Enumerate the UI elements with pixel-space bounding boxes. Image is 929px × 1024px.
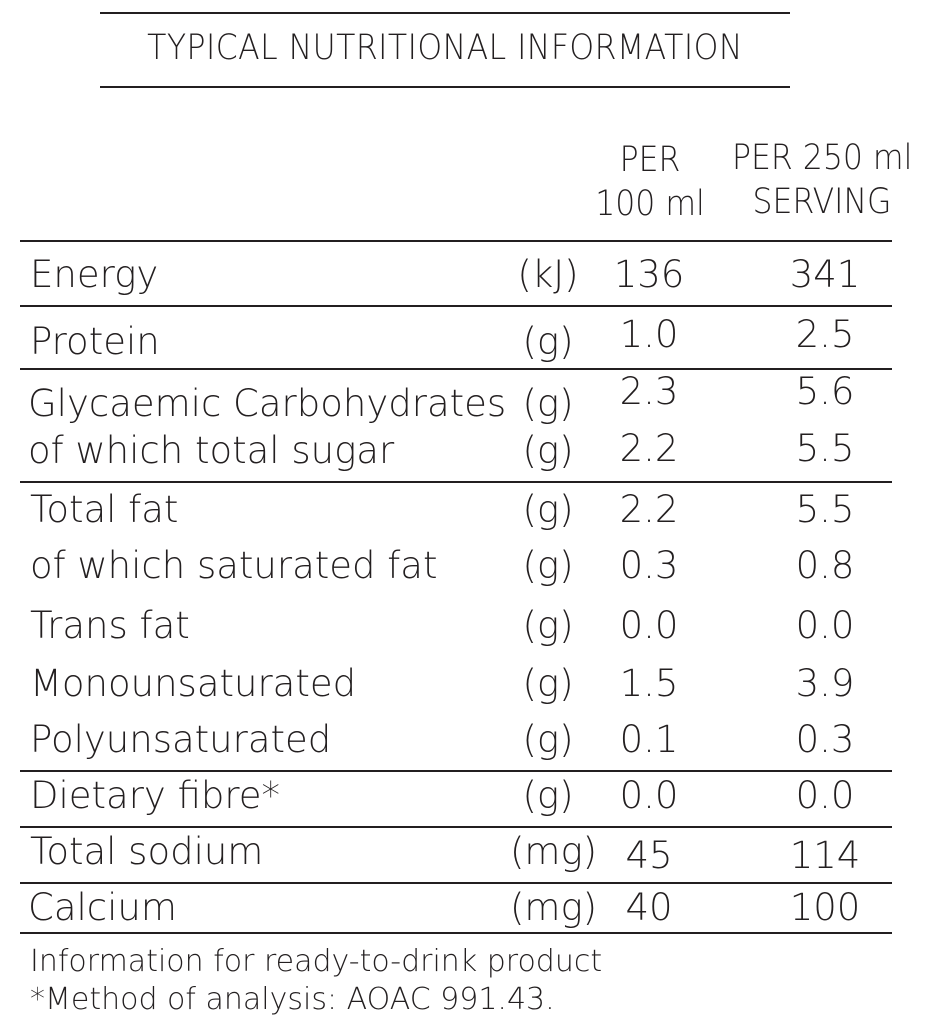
row-label-polyunsaturated: Polyunsaturated	[30, 718, 332, 761]
row-per100-dietary-fibre: 0.0	[619, 774, 679, 817]
row-unit-energy: (kJ)	[517, 253, 579, 296]
row-per100-polyunsaturated: 0.1	[619, 718, 679, 761]
column-header-per-100ml: PER 100 ml	[587, 138, 713, 226]
row-per250-calcium: 100	[789, 886, 861, 929]
row-label-dietary-fibre: Dietary fibre*	[30, 774, 281, 817]
row-rule	[20, 882, 892, 884]
row-per100-glycaemic-carbohydrates: 2.3	[619, 370, 679, 413]
row-unit-calcium: (mg)	[510, 886, 598, 929]
row-per100-energy: 136	[613, 253, 685, 296]
row-per250-dietary-fibre: 0.0	[795, 774, 855, 817]
row-per100-monounsaturated: 1.5	[619, 662, 679, 705]
row-label-protein: Protein	[30, 320, 160, 363]
row-per250-trans-fat: 0.0	[795, 604, 855, 647]
row-per100-total-sugar: 2.2	[619, 427, 679, 470]
row-label-glycaemic-carbohydrates: Glycaemic Carbohydrates	[28, 382, 507, 425]
column-header-per-100ml-line1: PER	[619, 140, 681, 180]
column-header-per-100ml-line2: 100 ml	[595, 184, 705, 224]
row-unit-total-fat: (g)	[522, 488, 574, 531]
row-unit-polyunsaturated: (g)	[522, 718, 574, 761]
row-rule	[20, 770, 892, 772]
row-unit-protein: (g)	[522, 320, 574, 363]
row-rule	[20, 368, 892, 370]
row-per250-energy: 341	[789, 253, 861, 296]
column-header-per-250ml-line1: PER 250 ml	[732, 138, 913, 178]
row-per100-protein: 1.0	[619, 313, 679, 356]
row-rule	[20, 481, 892, 483]
row-per250-saturated-fat: 0.8	[795, 544, 855, 587]
row-per100-total-sodium: 45	[625, 834, 673, 877]
table-title: TYPICAL NUTRITIONAL INFORMATION	[147, 28, 743, 68]
row-unit-glycaemic-carbohydrates: (g)	[522, 382, 574, 425]
row-label-monounsaturated: Monounsaturated	[30, 662, 357, 705]
title-top-rule	[100, 12, 790, 14]
row-unit-dietary-fibre: (g)	[522, 774, 574, 817]
row-per250-polyunsaturated: 0.3	[795, 718, 855, 761]
table-bottom-rule	[20, 932, 892, 934]
row-unit-saturated-fat: (g)	[522, 544, 574, 587]
row-unit-total-sugar: (g)	[522, 429, 574, 472]
row-per250-glycaemic-carbohydrates: 5.6	[795, 370, 855, 413]
column-header-per-250ml: PER 250 ml SERVING	[732, 136, 912, 224]
column-header-per-250ml-line2: SERVING	[752, 182, 892, 222]
footnote-method-of-analysis: *Method of analysis: AOAC 991.43.	[30, 982, 555, 1017]
row-unit-monounsaturated: (g)	[522, 662, 574, 705]
row-label-calcium: Calcium	[28, 886, 177, 929]
row-rule	[20, 826, 892, 828]
row-per100-saturated-fat: 0.3	[619, 544, 679, 587]
row-per250-total-fat: 5.5	[795, 488, 855, 531]
row-label-trans-fat: Trans fat	[30, 604, 190, 647]
header-rule	[20, 240, 892, 242]
row-unit-total-sodium: (mg)	[510, 830, 598, 873]
row-per100-total-fat: 2.2	[619, 488, 679, 531]
row-unit-trans-fat: (g)	[522, 604, 574, 647]
title-bottom-rule	[100, 86, 790, 88]
row-per100-trans-fat: 0.0	[619, 604, 679, 647]
row-per250-total-sodium: 114	[789, 834, 861, 877]
row-label-saturated-fat: of which saturated fat	[30, 544, 438, 587]
row-label-total-sodium: Total sodium	[30, 830, 264, 873]
row-label-total-sugar: of which total sugar	[28, 429, 395, 472]
row-label-energy: Energy	[30, 253, 159, 296]
row-label-total-fat: Total fat	[30, 488, 179, 531]
row-per250-total-sugar: 5.5	[795, 427, 855, 470]
row-per250-protein: 2.5	[795, 313, 855, 356]
row-per100-calcium: 40	[625, 886, 673, 929]
row-rule	[20, 305, 892, 307]
footnote-ready-to-drink: Information for ready-to-drink product	[30, 944, 603, 979]
row-per250-monounsaturated: 3.9	[795, 662, 855, 705]
